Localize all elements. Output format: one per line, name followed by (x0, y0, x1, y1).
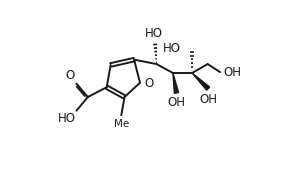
Text: HO: HO (57, 112, 75, 125)
Text: HO: HO (163, 41, 181, 55)
Text: OH: OH (168, 96, 186, 109)
Text: OH: OH (224, 66, 242, 79)
Polygon shape (192, 73, 210, 90)
Text: O: O (66, 69, 75, 82)
Text: O: O (144, 77, 153, 90)
Text: HO: HO (145, 27, 163, 40)
Text: OH: OH (200, 93, 218, 106)
Polygon shape (173, 73, 178, 93)
Text: Me: Me (114, 119, 129, 129)
